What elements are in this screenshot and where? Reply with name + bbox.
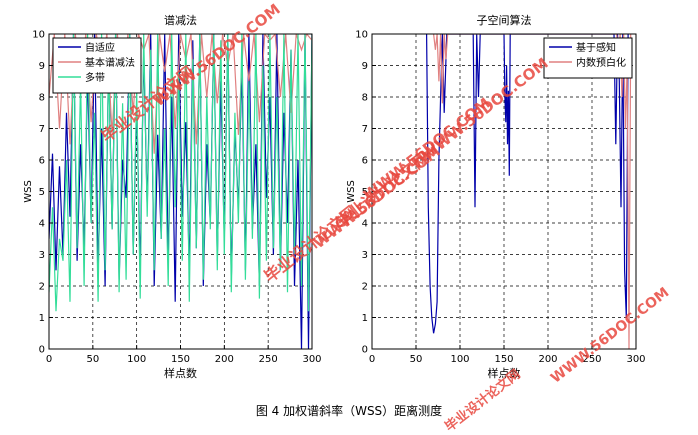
x-tick-label: 300 [302, 354, 321, 365]
x-axis-label: 样点数 [164, 366, 197, 380]
x-tick-label: 150 [171, 354, 190, 365]
legend-label: 多带 [85, 71, 105, 84]
y-axis-label: WSS [346, 180, 357, 203]
legend-box [543, 37, 633, 79]
y-tick-label: 3 [362, 250, 368, 261]
y-tick-label: 10 [32, 30, 45, 41]
series-line-2 [433, 34, 632, 349]
x-tick-label: 100 [127, 354, 146, 365]
y-tick-label: 4 [362, 219, 368, 230]
y-tick-label: 7 [362, 124, 368, 135]
y-tick-label: 7 [39, 124, 45, 135]
x-tick-label: 0 [369, 354, 375, 365]
legend-label: 基于感知 [576, 41, 616, 54]
chart-title: 谱减法 [164, 13, 197, 27]
x-tick-label: 0 [46, 354, 52, 365]
legend-label: 基本谱减法 [85, 56, 135, 69]
y-tick-label: 2 [39, 282, 45, 293]
y-tick-label: 5 [362, 187, 368, 198]
x-axis-label: 样点数 [488, 366, 521, 380]
x-tick-label: 300 [626, 354, 645, 365]
y-tick-label: 4 [39, 219, 45, 230]
y-tick-label: 3 [39, 250, 45, 261]
x-tick-label: 200 [538, 354, 557, 365]
x-tick-label: 50 [86, 354, 99, 365]
y-tick-label: 10 [355, 30, 368, 41]
y-tick-label: 6 [362, 156, 368, 167]
y-tick-label: 9 [39, 61, 45, 72]
series-line-3 [49, 34, 312, 312]
y-tick-label: 0 [39, 345, 45, 356]
y-axis-label: WSS [23, 180, 34, 203]
x-tick-label: 150 [494, 354, 513, 365]
figure-caption: 图 4 加权谱斜率（WSS）距离测度 [255, 404, 443, 418]
x-tick-label: 200 [215, 354, 234, 365]
y-tick-label: 2 [362, 282, 368, 293]
y-tick-label: 8 [362, 93, 368, 104]
y-tick-label: 5 [39, 187, 45, 198]
y-tick-label: 9 [362, 61, 368, 72]
y-tick-label: 6 [39, 156, 45, 167]
x-tick-label: 100 [450, 354, 469, 365]
y-tick-label: 1 [362, 313, 368, 324]
y-tick-label: 0 [362, 345, 368, 356]
y-tick-label: 1 [39, 313, 45, 324]
x-tick-label: 250 [582, 354, 601, 365]
x-tick-label: 50 [410, 354, 423, 365]
y-tick-label: 8 [39, 93, 45, 104]
legend-label: 内数预白化 [576, 56, 626, 69]
legend-label: 自适应 [85, 41, 115, 54]
chart-title: 子空间算法 [477, 13, 532, 27]
x-tick-label: 250 [259, 354, 278, 365]
